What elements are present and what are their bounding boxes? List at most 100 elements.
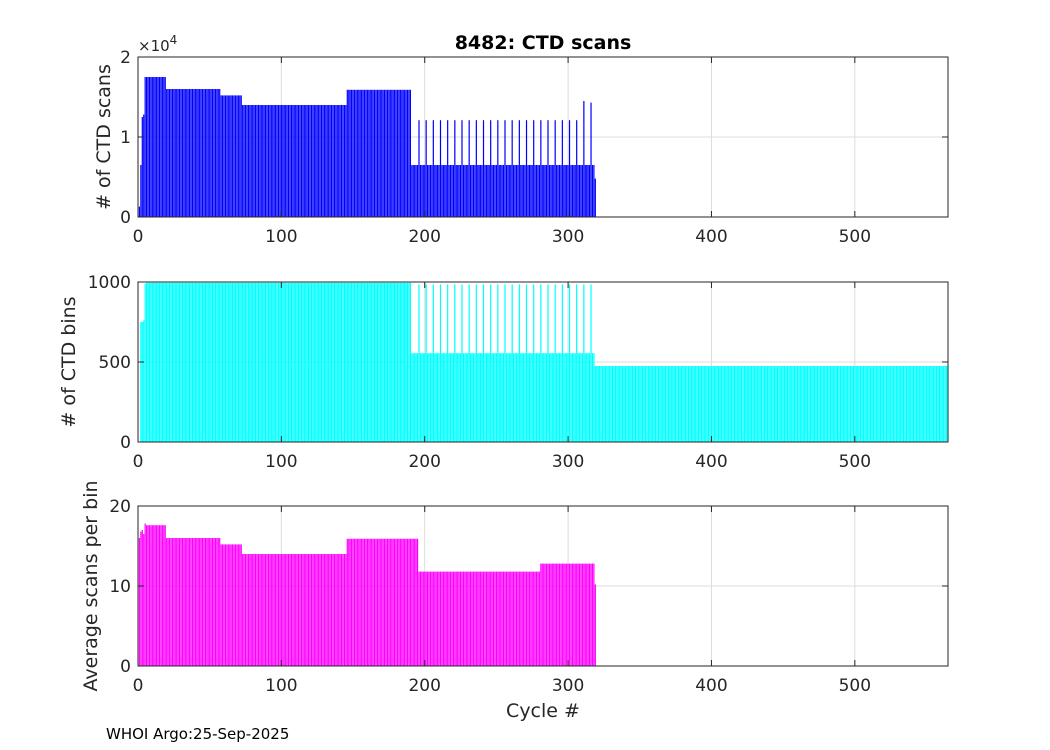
bar (318, 282, 320, 442)
panel-scans: 0 100 200 300 400 500 0 1 2 ×104 # of CTD scans (93, 33, 949, 247)
x-axis-label: Cycle # (506, 700, 580, 722)
bar (449, 353, 452, 442)
bar (330, 282, 333, 442)
bar (270, 554, 272, 666)
bar (517, 165, 519, 217)
bar (502, 571, 505, 666)
bar (472, 571, 475, 666)
bar (924, 366, 926, 442)
bar (892, 366, 895, 442)
bar (839, 366, 842, 442)
bar (461, 284, 463, 442)
bar (140, 322, 142, 442)
bar (362, 282, 364, 442)
bar (511, 571, 513, 666)
bar (468, 284, 470, 442)
bar (580, 165, 582, 217)
bar (716, 366, 718, 442)
bar (289, 282, 291, 442)
bar (266, 282, 268, 442)
bar (445, 353, 447, 442)
bar (230, 95, 232, 217)
bar (302, 105, 304, 217)
bar (332, 554, 334, 666)
bar (210, 89, 212, 217)
bar (837, 366, 839, 442)
bar (769, 366, 771, 442)
bar (656, 366, 658, 442)
bar (295, 554, 297, 666)
bar (431, 353, 433, 442)
bar (457, 165, 459, 217)
bar (861, 366, 863, 442)
bar (424, 353, 426, 442)
bar (652, 366, 654, 442)
y-tick-label: 1 (120, 128, 131, 148)
bar (862, 366, 865, 442)
bar (722, 366, 724, 442)
bar (525, 120, 528, 217)
bar (808, 366, 810, 442)
bar (461, 571, 463, 666)
bar (444, 165, 446, 217)
bar (527, 353, 529, 442)
bar (293, 282, 295, 442)
bar (577, 353, 579, 442)
bar (187, 538, 189, 666)
bar (891, 366, 893, 442)
bar (447, 120, 449, 217)
bar (389, 538, 391, 666)
bar (339, 554, 341, 666)
bar (305, 554, 307, 666)
bar (545, 353, 548, 442)
bar (553, 563, 555, 666)
bar (396, 538, 399, 666)
bar (287, 282, 290, 442)
bar (944, 366, 946, 442)
bar (432, 571, 434, 666)
bar (353, 538, 356, 666)
bar (217, 89, 219, 217)
bar (437, 353, 439, 442)
bar (257, 282, 260, 442)
bar (703, 366, 705, 442)
bar (349, 282, 351, 442)
bar (312, 554, 314, 666)
y-tick-label: 10 (109, 577, 131, 597)
bar (263, 282, 265, 442)
bar (226, 95, 228, 217)
bar (534, 353, 536, 442)
bar (530, 353, 532, 442)
bar (209, 282, 211, 442)
bar (705, 366, 707, 442)
bar (415, 353, 417, 442)
bar (401, 282, 403, 442)
bar (279, 282, 281, 442)
bar (309, 554, 311, 666)
bar (907, 366, 909, 442)
bar (310, 105, 313, 217)
bar (150, 77, 152, 217)
bar (244, 105, 247, 217)
bar (416, 353, 419, 442)
bar (247, 554, 249, 666)
bar (144, 523, 146, 666)
bar (474, 571, 476, 666)
bar (369, 89, 371, 217)
bar (151, 525, 153, 666)
bar (564, 563, 566, 666)
bar (191, 282, 194, 442)
bar (626, 366, 628, 442)
bar (570, 165, 572, 217)
bar (544, 353, 546, 442)
bar (631, 366, 634, 442)
bar (151, 77, 153, 217)
bar (191, 89, 194, 217)
bar (306, 105, 308, 217)
bar (187, 282, 189, 442)
bar (733, 366, 735, 442)
bar (449, 165, 452, 217)
bar (415, 165, 417, 217)
bar (217, 282, 219, 442)
bar (293, 105, 295, 217)
